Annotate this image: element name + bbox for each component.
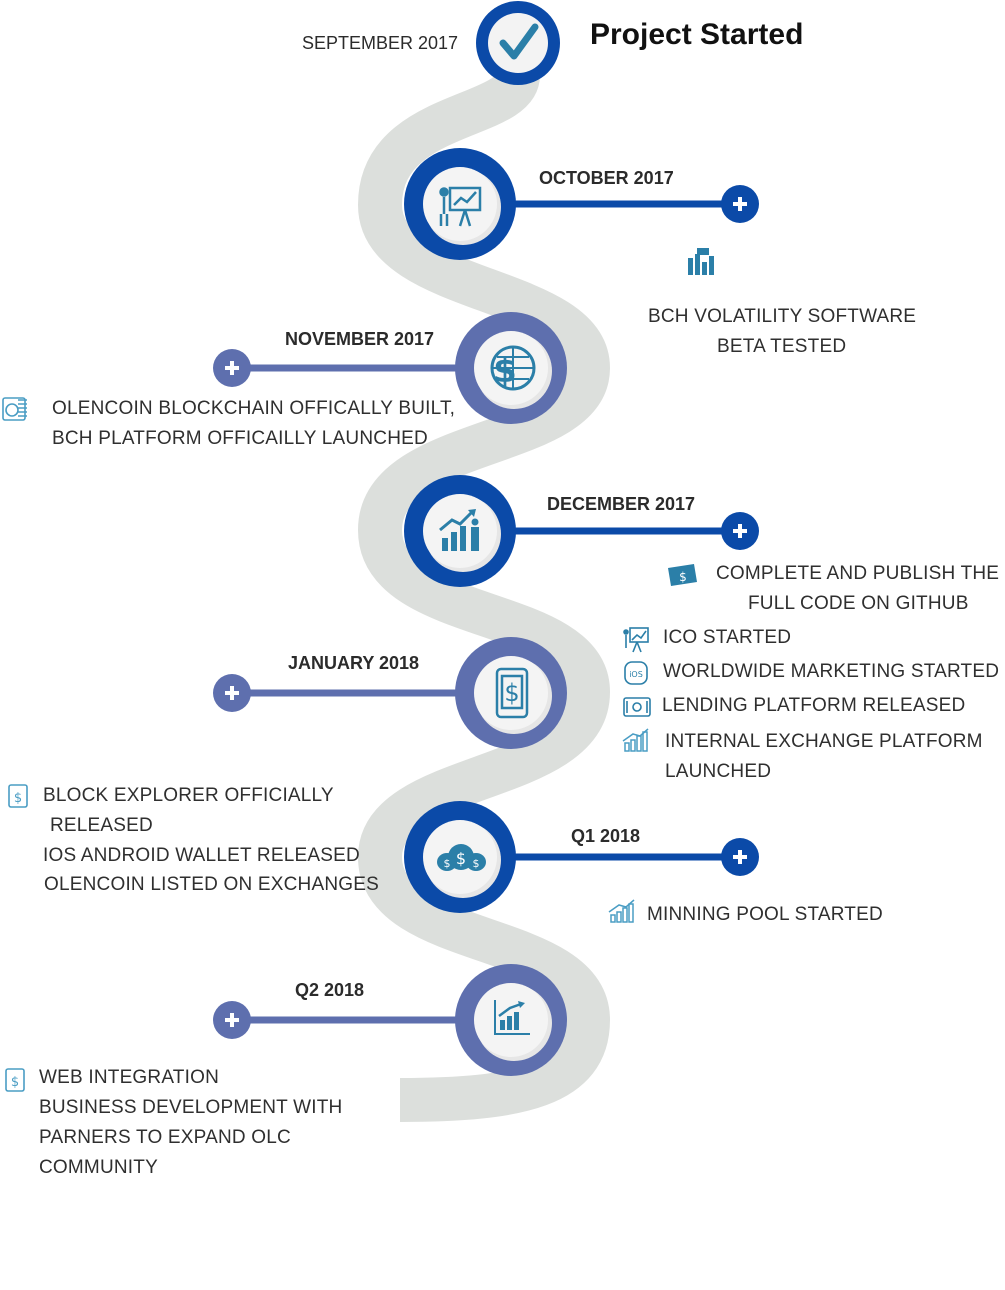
connector-lines <box>232 200 740 1024</box>
plus-button-q2[interactable] <box>213 1001 251 1039</box>
milestone-text: COMMUNITY <box>39 1157 158 1178</box>
milestone-text: INTERNAL EXCHANGE PLATFORM <box>665 731 983 752</box>
money-bills-icon: $ <box>668 564 697 586</box>
milestone-node-jan: $ <box>455 637 567 749</box>
milestone-text: FULL CODE ON GITHUB <box>748 593 969 614</box>
svg-text:$: $ <box>456 849 466 868</box>
milestone-text: BCH PLATFORM OFFICAILLY LAUNCHED <box>52 428 428 449</box>
svg-text:$: $ <box>504 679 519 707</box>
milestone-text: OLENCOIN BLOCKCHAIN OFFICALLY BUILT, <box>52 398 456 419</box>
ios-icon: iOS <box>624 661 648 685</box>
milestone-node-q2 <box>455 964 567 1076</box>
milestone-text: BETA TESTED <box>717 336 847 357</box>
plus-button-nov[interactable] <box>213 349 251 387</box>
growth-chart-icon <box>608 899 635 923</box>
svg-text:$: $ <box>493 351 517 391</box>
milestone-text: BCH VOLATILITY SOFTWARE <box>648 306 917 327</box>
presentation-icon <box>623 627 649 653</box>
milestone-text: LAUNCHED <box>665 761 772 782</box>
milestone-date-nov: NOVEMBER 2017 <box>285 329 435 349</box>
milestone-text: ICO STARTED <box>663 627 792 648</box>
milestone-node-sep <box>476 1 560 85</box>
dollar-tablet-icon: $ <box>5 1068 25 1092</box>
coins-icon <box>2 397 27 421</box>
milestone-text: BUSINESS DEVELOPMENT WITH <box>39 1097 343 1118</box>
money-bags-icon: $ $ $ <box>437 844 486 871</box>
bar-chart-icon <box>688 248 714 275</box>
dollar-globe-icon: $ <box>490 345 536 391</box>
milestone-text: BLOCK EXPLORER OFFICIALLY <box>43 785 334 806</box>
plus-button-q1[interactable] <box>721 838 759 876</box>
mobile-dollar-icon: $ <box>495 667 529 719</box>
plus-button-jan[interactable] <box>213 674 251 712</box>
milestone-text: COMPLETE AND PUBLISH THE <box>716 563 1000 584</box>
milestone-text: PARNERS TO EXPAND OLC <box>39 1127 291 1148</box>
milestone-text: WORLDWIDE MARKETING STARTED <box>663 661 1000 682</box>
dollar-tablet-icon: $ <box>8 784 28 808</box>
plus-button-dec[interactable] <box>721 512 759 550</box>
milestone-date-oct: OCTOBER 2017 <box>539 168 674 188</box>
milestone-date-q1: Q1 2018 <box>571 826 641 846</box>
svg-text:$: $ <box>473 857 480 870</box>
analytics-chart-icon <box>494 1000 530 1035</box>
svg-text:$: $ <box>11 1075 19 1090</box>
milestone-node-dec <box>404 475 516 587</box>
milestone-node-q1: $ $ $ <box>404 801 516 913</box>
svg-text:$: $ <box>444 857 451 870</box>
growth-chart-icon <box>622 728 649 752</box>
milestone-node-oct <box>404 148 516 260</box>
plus-button-oct[interactable] <box>721 185 759 223</box>
milestone-text: WEB INTEGRATION <box>39 1067 219 1088</box>
milestone-text: OLENCOIN LISTED ON EXCHANGES <box>44 874 380 895</box>
milestone-text: RELEASED <box>50 815 153 836</box>
page-title: Project Started <box>590 18 804 51</box>
milestone-text: IOS ANDROID WALLET RELEASED <box>43 845 360 866</box>
svg-text:$: $ <box>679 570 687 584</box>
milestone-date-q2: Q2 2018 <box>295 980 365 1000</box>
milestone-text: LENDING PLATFORM RELEASED <box>662 695 966 716</box>
growth-person-icon <box>439 509 479 551</box>
check-icon <box>499 23 539 60</box>
milestone-text: MINNING POOL STARTED <box>647 904 883 925</box>
svg-text:iOS: iOS <box>629 670 643 679</box>
road-path <box>357 45 611 1122</box>
milestone-node-nov: $ <box>455 312 567 424</box>
svg-text:$: $ <box>14 791 22 806</box>
banknote-icon <box>623 697 651 717</box>
milestone-date-dec: DECEMBER 2017 <box>547 494 696 514</box>
milestone-date-sep: SEPTEMBER 2017 <box>302 33 459 53</box>
presentation-board-icon <box>439 186 482 227</box>
milestone-date-jan: JANUARY 2018 <box>288 653 420 673</box>
